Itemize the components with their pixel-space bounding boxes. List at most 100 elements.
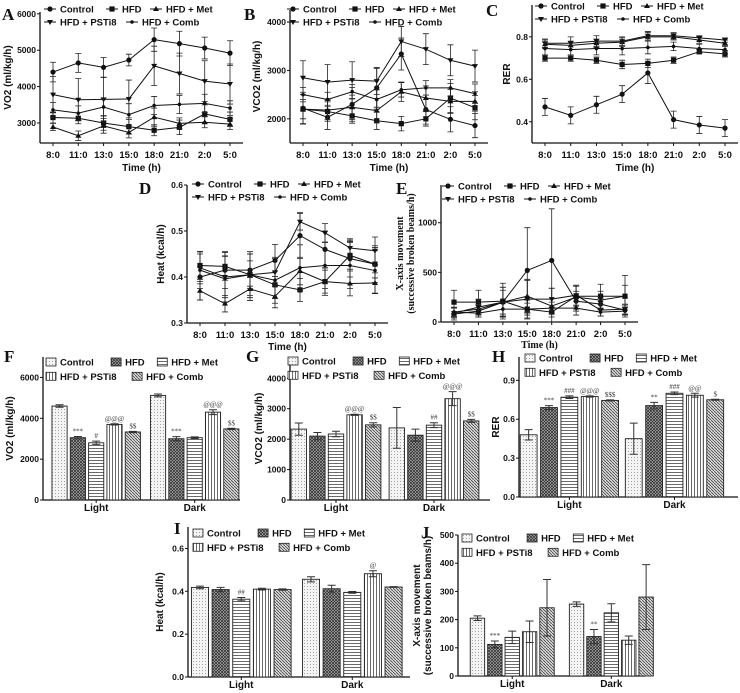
significance-label: @ — [370, 562, 377, 570]
bar-hfd — [407, 428, 424, 501]
bar — [487, 643, 503, 677]
bar-control — [190, 585, 209, 678]
bar-hfd-met: # — [88, 432, 105, 501]
data-point — [300, 106, 306, 112]
data-point — [152, 103, 156, 108]
data-point — [542, 55, 548, 61]
x-tick-label: 8:0 — [447, 329, 461, 340]
significance-label: $$ — [129, 422, 137, 430]
legend-label: HFD — [520, 182, 540, 193]
bar-control — [290, 422, 307, 501]
legend-item: HFD + PSTi8 — [287, 18, 360, 29]
y-tick-label: 0.4 — [171, 272, 183, 282]
data-point — [424, 86, 428, 90]
error-bar — [369, 422, 378, 428]
y-tick-label: 0.0 — [503, 492, 515, 502]
data-point — [549, 306, 554, 310]
data-point — [722, 125, 728, 131]
x-category-label: Light — [84, 503, 109, 514]
series-line — [52, 113, 231, 131]
data-point — [273, 278, 277, 283]
data-point — [620, 46, 624, 51]
error-bar — [350, 413, 359, 416]
y-tick-label: 0.3 — [503, 453, 515, 463]
series-hfd-met — [50, 107, 233, 141]
legend-label: HFD — [122, 5, 142, 16]
x-tick-label: 5:0 — [368, 330, 382, 341]
data-point — [51, 108, 55, 112]
panel-b: B 2000 3000 4000 VCO2 (ml/kg/h) 8:0 11:0 13:0 15… — [244, 5, 488, 174]
legend-item: HFD + Met — [393, 5, 457, 16]
legend-swatch-icon — [547, 547, 559, 557]
legend-item: HFD + PSTi8 — [192, 543, 264, 554]
y-tick-label: 0.2 — [172, 629, 184, 639]
error-bar — [508, 630, 517, 645]
legend-item: HFD + PSTi8 — [287, 371, 359, 382]
bar-hfd-psti8 — [621, 635, 637, 677]
legend-label: HFD + Met — [413, 357, 461, 368]
data-point — [101, 105, 106, 109]
legend-item: Control — [524, 354, 573, 365]
data-point — [227, 50, 233, 56]
panel-letter: E — [396, 179, 407, 198]
error-bar — [73, 435, 82, 440]
legend-item: HFD — [352, 357, 387, 368]
legend-marker-icon — [278, 195, 282, 199]
data-point — [472, 122, 478, 129]
error-bar — [585, 395, 594, 398]
legend-item: HFD + Comb — [131, 372, 204, 383]
legend-label: HFD + PSTi8 — [302, 371, 359, 382]
error-bar — [448, 391, 457, 407]
x-category-label: Dark — [663, 500, 686, 511]
series-line — [544, 72, 726, 129]
legend-label: HFD + PSTi8 — [539, 368, 596, 379]
significance-label: # — [94, 432, 98, 440]
series-hfd — [542, 49, 728, 70]
data-point — [125, 129, 132, 135]
data-point — [300, 75, 306, 81]
legend-item: HFD + Met — [156, 358, 219, 369]
series-line — [199, 270, 376, 305]
x-tick-label: 11:0 — [318, 150, 337, 161]
data-point — [451, 299, 457, 305]
series-line — [302, 91, 475, 112]
panel-letter: F — [4, 347, 14, 366]
legend-item: HFD + Comb — [547, 547, 620, 559]
significance-label: ** — [590, 620, 598, 628]
data-point — [350, 89, 354, 94]
x-tick-label: 13:0 — [240, 330, 259, 341]
error-bar — [650, 401, 659, 410]
bar — [69, 437, 86, 501]
significance-label: *** — [73, 427, 84, 435]
legend-label: Control — [551, 2, 585, 13]
data-point — [222, 300, 228, 306]
error-bar — [128, 430, 137, 434]
legend-label: HFD + PSTi8 — [60, 18, 117, 29]
error-bar — [227, 427, 236, 431]
bar-hfd: *** — [168, 428, 185, 501]
x-category-label: Dark — [341, 680, 364, 691]
bar — [290, 428, 307, 501]
legend-item: Control — [45, 358, 94, 369]
legend-label: HFD + Met — [166, 5, 214, 16]
legend-item: Control — [442, 182, 492, 193]
bar-hfd-comb: $$ — [365, 414, 382, 501]
data-point — [197, 287, 203, 293]
legend-label: Control — [303, 5, 337, 16]
legend-label: HFD + Comb — [625, 368, 682, 379]
y-axis-label: VO2 (ml/kg/h) — [5, 396, 16, 460]
error-bar — [565, 395, 574, 399]
data-point — [644, 33, 651, 39]
legend-label: HFD + Comb — [290, 193, 347, 204]
bar-hfd-met: ## — [425, 414, 443, 501]
data-point — [50, 69, 56, 75]
legend-swatch-icon — [110, 357, 122, 367]
data-point — [475, 305, 482, 311]
y-tick-label: 500 — [440, 530, 454, 540]
y-axis-label: VCO2 (ml/kg/h) — [252, 41, 263, 113]
bar-hfd-psti8: @@@ — [203, 401, 223, 501]
data-point — [223, 277, 227, 281]
legend-marker-icon — [600, 3, 606, 9]
error-bar — [467, 418, 476, 423]
significance-label: $$ — [370, 414, 378, 422]
